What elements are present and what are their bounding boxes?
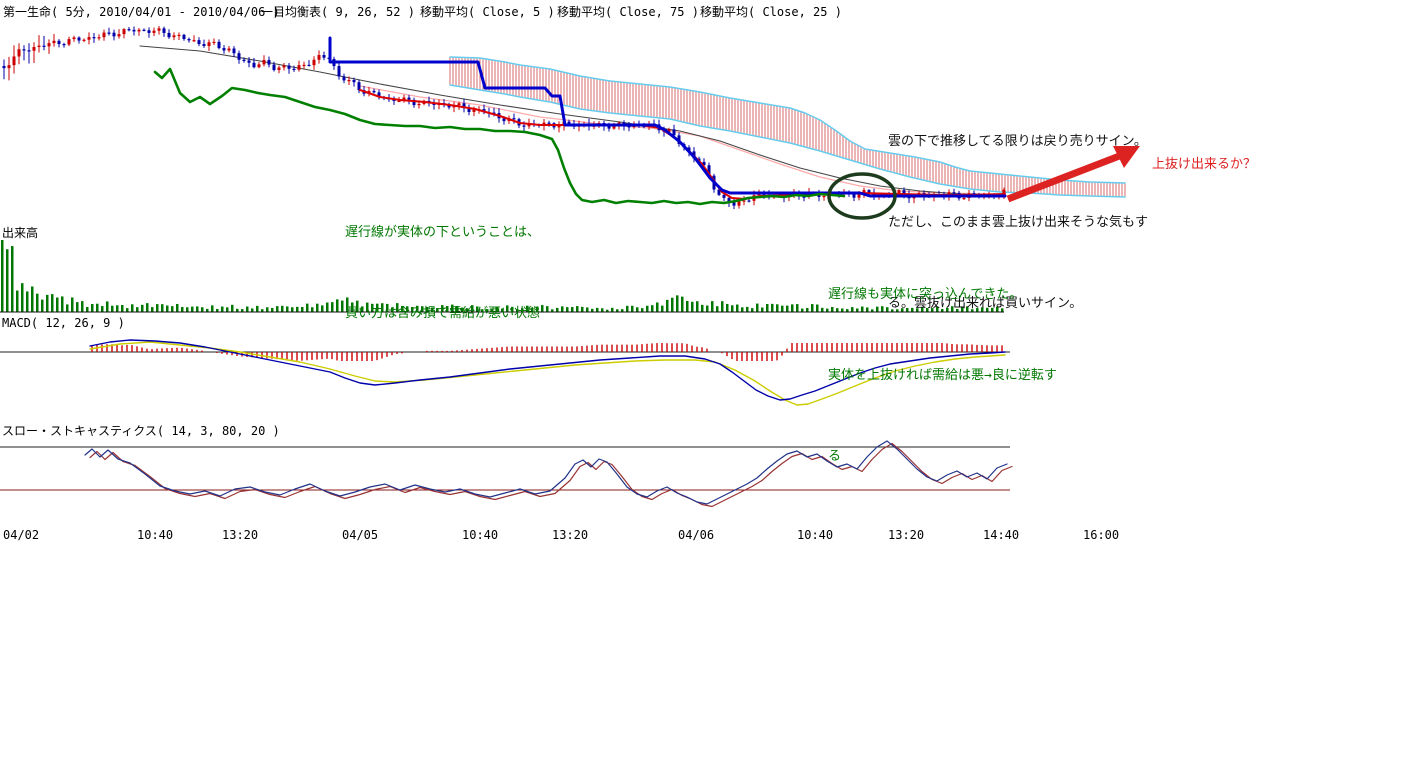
macd-signal-line — [89, 341, 1006, 406]
annotation-breakout-note: 上抜け出来るか？ — [1152, 157, 1257, 172]
lagging-span-line — [153, 67, 846, 206]
title-ma5-params: 移動平均( Close, 5 ) — [420, 5, 555, 19]
stoch-k-line — [84, 440, 1008, 505]
macd-histogram — [91, 343, 1003, 361]
breakout-arrow-shaft — [1006, 151, 1124, 203]
x-axis-tick: 13:20 — [888, 528, 925, 542]
x-axis-tick: 04/05 — [342, 528, 379, 542]
title-ichimoku-params: 一目均衡表( 9, 26, 52 ) — [261, 5, 415, 19]
x-axis-tick: 13:20 — [552, 528, 589, 542]
x-axis: 04/02 10:40 13:20 04/05 10:40 13:20 04/06 10:40… — [0, 528, 1200, 544]
annotation-line: る。雲抜け出来れば買いサイン。 — [888, 296, 1083, 311]
highlight-ellipse — [827, 172, 897, 220]
macd-panel-label: MACD( 12, 26, 9 ) — [2, 316, 125, 330]
x-axis-tick: 04/06 — [678, 528, 715, 542]
annotation-line: 買い方は含み損で需給が悪い状態 — [345, 306, 541, 321]
title-instrument: 第一生命( 5分, 2010/04/01 - 2010/04/06 ) — [3, 5, 280, 19]
x-axis-tick: 16:00 — [1083, 528, 1120, 542]
title-ma75-params: 移動平均( Close, 75 ) — [557, 5, 699, 19]
x-axis-tick: 04/02 — [3, 528, 40, 542]
annotation-lagging-note-2: 遅行線も実体に突っ込んできた。 実体を上抜ければ需給は悪→良に逆転す る — [828, 227, 1057, 524]
stoch-panel-label: スロー・ストキャスティクス( 14, 3, 80, 20 ) — [2, 424, 280, 438]
annotation-lagging-note: 遅行線が実体の下ということは、 買い方は含み損で需給が悪い状態 — [345, 165, 540, 381]
stoch-d-line — [89, 442, 1013, 508]
volume-panel-label: 出来高 — [2, 226, 39, 240]
x-axis-tick: 10:40 — [462, 528, 499, 542]
x-axis-tick: 13:20 — [222, 528, 259, 542]
annotation-line: 遅行線が実体の下ということは、 — [345, 225, 541, 240]
x-axis-tick: 10:40 — [137, 528, 174, 542]
x-axis-tick: 14:40 — [983, 528, 1020, 542]
annotation-line: 遅行線も実体に突っ込んできた。 — [828, 287, 1023, 302]
annotation-line: る — [828, 449, 842, 464]
macd-line — [89, 339, 1006, 401]
annotation-line: 雲の下で推移してる限りは戻り売りサイン。 — [888, 134, 1147, 149]
title-ma25-params: 移動平均( Close, 25 ) — [700, 5, 842, 19]
annotation-cloud-note: 雲の下で推移してる限りは戻り売りサイン。 ただし、このまま雲上抜け出来そうな気も… — [888, 74, 1148, 371]
kijun-line — [328, 36, 1007, 198]
breakout-arrow-head — [1113, 146, 1140, 168]
volume-bars — [1, 240, 1004, 312]
ichimoku-cloud-top — [449, 56, 1126, 184]
annotation-line: ただし、このまま雲上抜け出来そうな気もす — [888, 215, 1149, 230]
x-axis-tick: 10:40 — [797, 528, 834, 542]
annotation-line: 実体を上抜ければ需給は悪→良に逆転す — [828, 368, 1057, 383]
